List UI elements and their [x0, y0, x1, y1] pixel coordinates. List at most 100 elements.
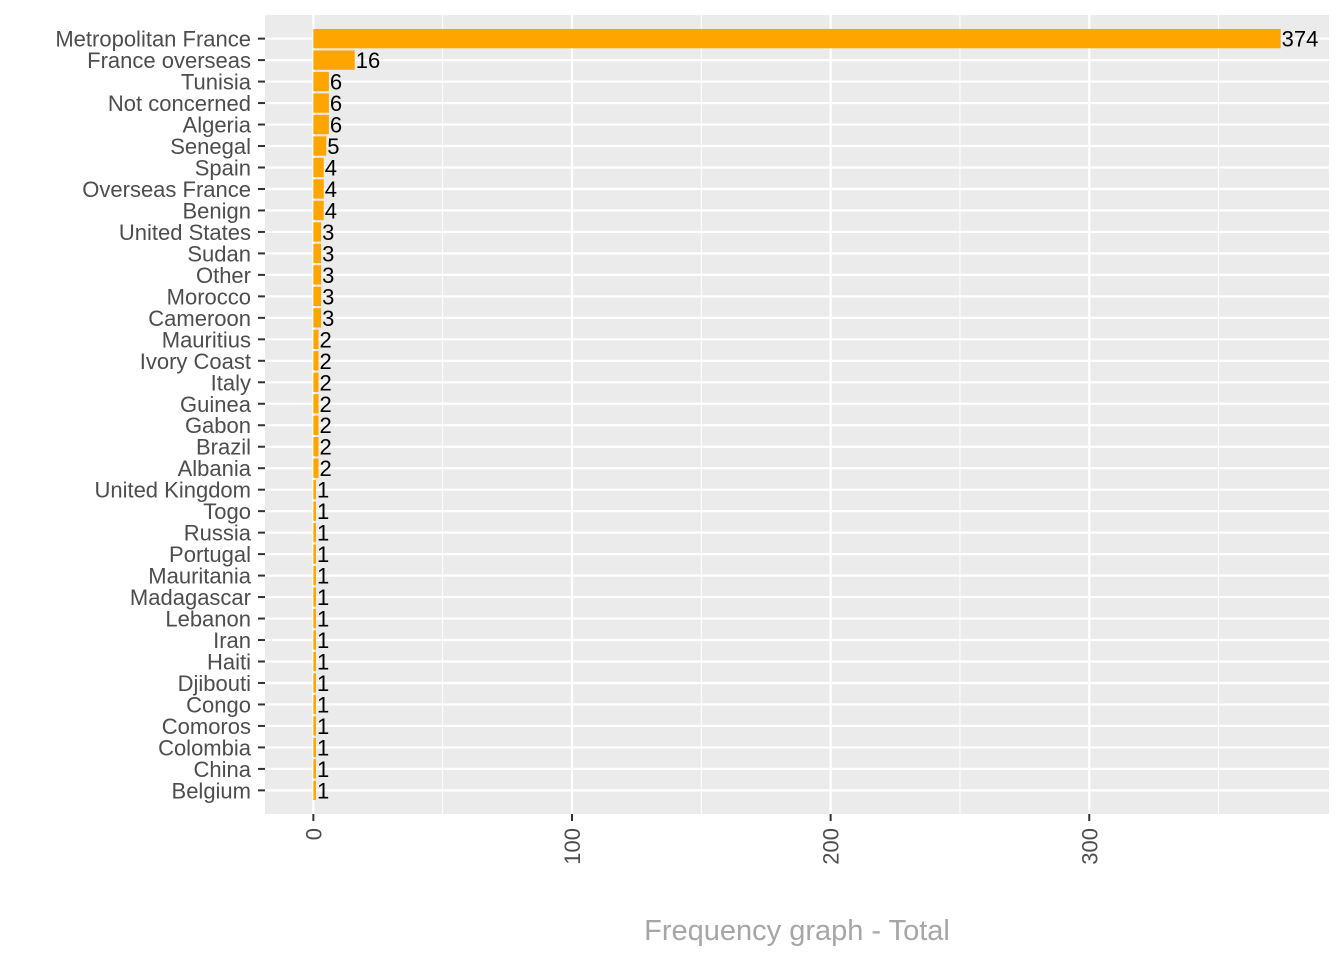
y-tick-label: Metropolitan France: [55, 27, 251, 52]
y-tick-label: Comoros: [162, 714, 251, 739]
data-label: 1: [317, 714, 329, 739]
data-label: 2: [320, 435, 332, 460]
y-tick-label: Congo: [186, 692, 251, 717]
bar: [313, 243, 322, 264]
y-tick-label: Colombia: [158, 735, 252, 760]
data-label: 1: [317, 542, 329, 567]
bar: [313, 93, 329, 113]
bar: [313, 222, 322, 242]
data-label: 1: [317, 499, 329, 524]
bar: [313, 780, 316, 801]
data-label: 1: [317, 628, 329, 653]
bar: [313, 415, 319, 435]
grid-lines: [265, 15, 1329, 814]
bar: [313, 71, 329, 92]
bar: [313, 157, 324, 178]
y-tick-label: France overseas: [87, 48, 251, 73]
bar: [313, 329, 319, 349]
data-label: 1: [317, 521, 329, 546]
y-tick-label: Brazil: [196, 435, 251, 460]
data-label: 2: [320, 349, 332, 374]
bar: [313, 179, 324, 199]
bar: [313, 372, 319, 392]
data-label: 3: [322, 263, 334, 288]
y-tick-label: Haiti: [207, 650, 251, 675]
data-label: 3: [322, 241, 334, 266]
y-tick-label: Senegal: [170, 134, 251, 159]
bar: [313, 759, 316, 779]
bar: [313, 28, 1281, 49]
data-label: 4: [325, 177, 337, 202]
y-tick-label: Djibouti: [178, 671, 251, 696]
x-axis-title: Frequency graph - Total: [644, 915, 950, 947]
bar: [313, 50, 355, 70]
y-tick-label: Togo: [203, 499, 251, 524]
data-label: 4: [325, 155, 337, 180]
y-tick-label: Mauritania: [148, 564, 251, 589]
y-tick-label: Russia: [184, 521, 252, 546]
bar: [313, 522, 316, 543]
plot-panel: [265, 15, 1329, 814]
y-tick-label: Ivory Coast: [140, 349, 251, 374]
y-tick-label: Gabon: [185, 413, 251, 438]
data-label: 2: [320, 392, 332, 417]
data-label: 374: [1282, 27, 1319, 52]
bar: [313, 608, 316, 629]
bar: [313, 200, 324, 221]
data-label: 1: [317, 692, 329, 717]
bar: [313, 716, 316, 736]
data-label: 6: [330, 113, 342, 138]
y-tick-label: United Kingdom: [94, 478, 251, 503]
data-label: 1: [317, 778, 329, 803]
bar: [313, 544, 316, 564]
data-label: 1: [317, 564, 329, 589]
data-label: 6: [330, 91, 342, 116]
y-tick-label: Overseas France: [82, 177, 251, 202]
x-tick-label: 300: [1077, 828, 1102, 865]
data-label: 2: [320, 370, 332, 395]
bar: [313, 308, 322, 328]
data-label: 3: [322, 284, 334, 309]
y-tick-label: Tunisia: [181, 70, 252, 95]
y-tick-label: Italy: [211, 370, 251, 395]
bar: [313, 673, 316, 693]
bar: [313, 458, 319, 478]
bar: [313, 694, 316, 715]
bar: [313, 737, 316, 758]
y-tick-label: Lebanon: [165, 607, 251, 632]
data-label: 5: [327, 134, 339, 159]
bar: [313, 265, 322, 285]
data-label: 6: [330, 70, 342, 95]
bar: [313, 565, 316, 586]
data-label: 2: [320, 327, 332, 352]
y-tick-label: Portugal: [169, 542, 251, 567]
x-axis: 0 100 200 300: [301, 814, 1102, 865]
data-label: 1: [317, 650, 329, 675]
y-tick-label: Iran: [213, 628, 251, 653]
data-label: 1: [317, 478, 329, 503]
data-label: 2: [320, 456, 332, 481]
data-label: 3: [322, 306, 334, 331]
bar: [313, 651, 316, 672]
bar: [313, 630, 316, 650]
bar: [313, 587, 316, 607]
bar: [313, 114, 329, 135]
data-label: 1: [317, 671, 329, 696]
bar: [313, 394, 319, 414]
y-tick-label: Not concerned: [108, 91, 251, 116]
y-tick-label: Cameroon: [148, 306, 251, 331]
y-tick-label: Morocco: [167, 284, 251, 309]
y-tick-label: Other: [196, 263, 251, 288]
data-label: 1: [317, 757, 329, 782]
y-tick-label: Benign: [182, 198, 251, 223]
data-label: 3: [322, 220, 334, 245]
bar: [313, 437, 319, 457]
y-tick-label: China: [194, 757, 252, 782]
y-tick-label: Sudan: [187, 241, 251, 266]
data-label: 1: [317, 607, 329, 632]
bar: [313, 351, 319, 371]
y-tick-label: Mauritius: [162, 327, 251, 352]
